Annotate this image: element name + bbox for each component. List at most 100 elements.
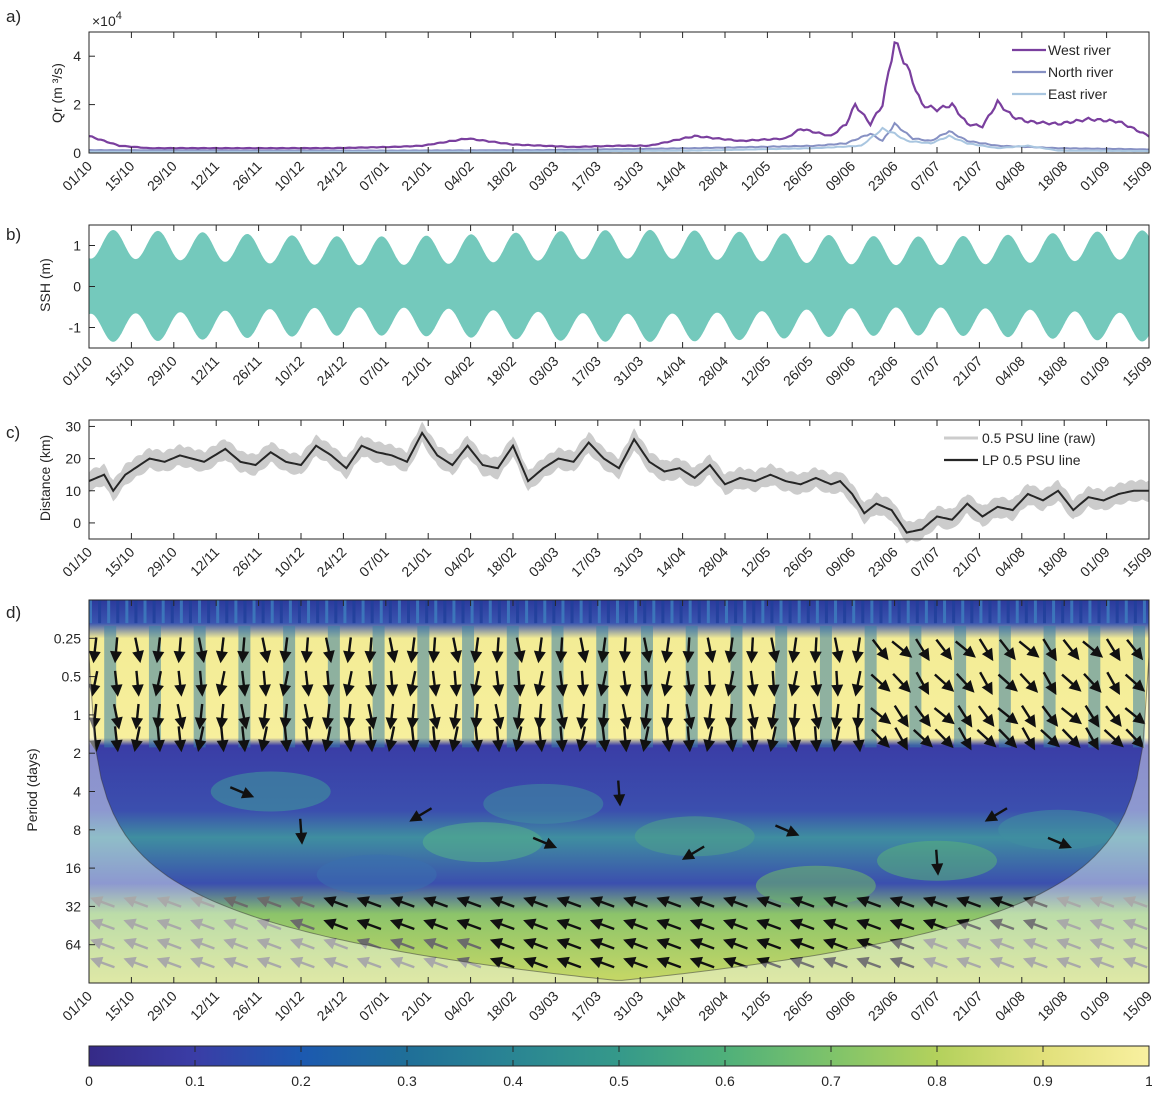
d-xtick-label-20: 07/07 <box>907 988 943 1024</box>
phase-arrow-head <box>123 918 137 930</box>
phase-arrow-head <box>589 938 604 950</box>
phase-arrow-head <box>889 918 903 930</box>
d-hf-strip <box>370 600 374 624</box>
phase-arrow-head <box>1068 679 1082 692</box>
panel-b-sea-surface-height: SSH (m) -1 0 1 01/10 15/10 29/10 12/11 26/11 10… <box>37 224 1152 389</box>
phase-arrow-head <box>920 734 933 748</box>
phase-arrow-head <box>641 650 653 664</box>
phase-arrow-head <box>877 679 891 692</box>
b-xtick-label-22: 04/08 <box>992 353 1028 389</box>
phase-arrow-head <box>385 739 398 752</box>
phase-arrow-head <box>956 896 970 908</box>
a-xtick-label-11: 03/03 <box>525 158 561 194</box>
phase-arrow-head <box>365 684 377 697</box>
phase-arrow-head <box>156 896 170 908</box>
phase-arrow-head <box>597 650 610 664</box>
d-neap-streak <box>506 625 519 748</box>
phase-arrow-head <box>1109 647 1121 662</box>
c-xtick-label-9: 04/02 <box>441 544 477 580</box>
phase-arrow-head <box>852 717 864 730</box>
b-xtick-label-18: 09/06 <box>822 353 858 389</box>
d-hf-strip <box>806 600 810 624</box>
d-hf-strip <box>1043 600 1046 624</box>
phase-arrow-head <box>131 684 144 697</box>
d-hf-strip <box>497 600 501 624</box>
d-hf-strip <box>561 600 565 624</box>
b-xtick-label-16: 12/05 <box>737 353 773 389</box>
d-ytick-label-0: 0.25 <box>54 630 81 646</box>
phase-arrow-head <box>90 896 104 908</box>
phase-arrow-head <box>639 717 652 730</box>
phase-arrow-head <box>429 716 441 730</box>
phase-arrow-head <box>724 683 737 697</box>
phase-arrow-head <box>1122 918 1137 930</box>
d-xtick-label-18: 09/06 <box>822 988 858 1024</box>
phase-arrow-head <box>639 739 652 752</box>
d-hf-strip <box>843 600 847 624</box>
d-hf-strip <box>1061 600 1065 624</box>
phase-arrow-head <box>931 863 944 876</box>
phase-arrow-head <box>724 717 737 730</box>
phase-arrow-head <box>689 956 703 969</box>
phase-arrow-head <box>577 650 590 664</box>
phase-arrow-head <box>289 956 304 969</box>
phase-arrow-head <box>656 938 670 950</box>
phase-arrow-head <box>534 717 546 730</box>
phase-arrow-head <box>623 918 637 930</box>
d-hf-strip <box>861 600 865 624</box>
d-hf-strip <box>443 600 447 624</box>
d-hf-strip <box>1097 600 1101 624</box>
a-xtick-label-1: 15/10 <box>101 158 137 194</box>
d-xtick-label-6: 24/12 <box>313 988 349 1024</box>
d-hf-strip <box>89 600 92 624</box>
phase-arrow-head <box>640 684 653 697</box>
phase-arrow-head <box>681 848 696 860</box>
phase-arrow-head <box>555 684 568 697</box>
b-xtick-label-25: 15/09 <box>1119 353 1152 389</box>
phase-arrow-head <box>576 739 588 752</box>
d-xtick-label-3: 12/11 <box>187 988 223 1024</box>
d-hf-strip <box>479 600 483 624</box>
b-xtick-label-2: 29/10 <box>144 353 180 389</box>
phase-arrow-head <box>1089 956 1103 969</box>
phase-arrow-head <box>174 739 187 753</box>
phase-arrow-head <box>190 896 204 908</box>
phase-arrow-head <box>1108 681 1120 695</box>
d-hf-strip <box>788 600 792 624</box>
d-hf-strip <box>134 600 138 624</box>
phase-arrow-head <box>918 713 931 727</box>
phase-arrow-head <box>1022 956 1037 969</box>
phase-arrow-head <box>746 684 759 697</box>
phase-arrow-head <box>960 737 972 751</box>
d-xtick-label-19: 23/06 <box>865 988 901 1024</box>
phase-arrow-head <box>656 896 670 908</box>
b-xtick-label-23: 18/08 <box>1034 353 1070 389</box>
phase-arrow-head <box>899 645 913 658</box>
phase-arrow-head <box>343 650 355 664</box>
phase-arrow-head <box>922 938 937 950</box>
phase-arrow-head <box>365 716 378 730</box>
d-hf-strip <box>125 600 129 624</box>
phase-arrow-head <box>922 896 937 908</box>
phase-arrow-head <box>889 956 903 969</box>
phase-arrow-head <box>723 896 737 908</box>
phase-arrow-head <box>238 716 250 730</box>
d-hf-strip <box>552 600 556 624</box>
phase-arrow-head <box>523 918 537 930</box>
phase-arrow-head <box>301 716 314 730</box>
phase-arrow-head <box>194 739 207 752</box>
phase-arrow-head <box>386 684 399 697</box>
phase-arrow-head <box>356 938 370 950</box>
phase-arrow-head <box>789 956 803 969</box>
cone-of-influence <box>89 648 1149 983</box>
phase-arrow-head <box>961 680 975 693</box>
phase-arrow-head <box>981 647 994 662</box>
phase-arrow-head <box>237 650 250 664</box>
phase-arrow-head <box>889 896 903 908</box>
phase-arrow-head <box>613 794 626 807</box>
phase-arrow-head <box>661 650 673 664</box>
colorbar-tick-label-9: 0.9 <box>1033 1073 1053 1089</box>
phase-arrow-head <box>723 938 737 950</box>
phase-arrow-head <box>523 896 537 908</box>
d-hf-strip <box>815 600 819 624</box>
